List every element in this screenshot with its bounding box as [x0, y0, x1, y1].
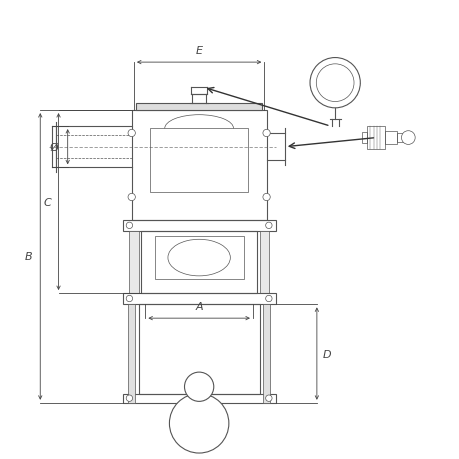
Text: E: E: [195, 46, 202, 56]
Circle shape: [316, 65, 353, 102]
Circle shape: [263, 194, 269, 201]
Bar: [136, 104, 262, 111]
Bar: [140, 232, 257, 293]
Bar: [138, 305, 259, 394]
Circle shape: [265, 395, 271, 402]
Circle shape: [265, 223, 271, 229]
Circle shape: [169, 394, 229, 453]
Bar: [154, 236, 243, 280]
Bar: [361, 133, 366, 144]
Circle shape: [128, 130, 135, 137]
Bar: [385, 131, 396, 145]
Circle shape: [401, 131, 414, 145]
Bar: [122, 293, 275, 305]
Bar: [259, 232, 268, 293]
Circle shape: [128, 194, 135, 201]
Bar: [129, 232, 138, 293]
Bar: [366, 127, 385, 150]
Bar: [150, 129, 248, 193]
Circle shape: [309, 58, 359, 109]
Circle shape: [265, 296, 271, 302]
Bar: [263, 305, 269, 403]
Bar: [122, 220, 275, 232]
Text: D: D: [322, 349, 330, 359]
Circle shape: [126, 223, 132, 229]
Circle shape: [263, 130, 269, 137]
Text: A: A: [195, 302, 202, 312]
Text: B: B: [25, 252, 33, 262]
Text: Ø: Ø: [50, 142, 58, 152]
Bar: [131, 111, 266, 220]
Circle shape: [126, 296, 132, 302]
Text: C: C: [43, 197, 51, 207]
Bar: [128, 305, 135, 403]
Bar: [396, 134, 403, 143]
Circle shape: [126, 395, 132, 402]
Circle shape: [184, 372, 213, 402]
Bar: [122, 394, 275, 403]
